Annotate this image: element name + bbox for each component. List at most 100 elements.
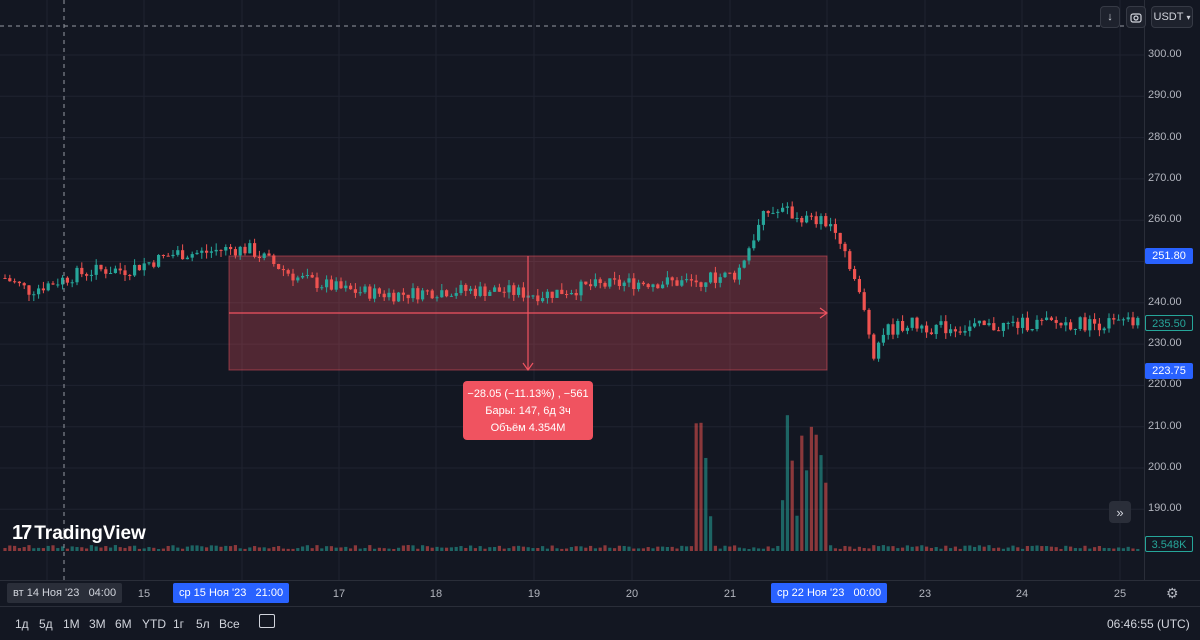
measure-arrow-right [819,307,829,319]
tradingview-logo[interactable]: 17 TradingView [12,522,146,545]
volume-bar [56,548,60,551]
candle-body [848,251,852,270]
screenshot-button[interactable] [1126,6,1146,28]
volume-bar [488,547,492,551]
volume-bar [694,423,698,551]
volume-bar [718,548,722,551]
volume-bar [545,548,549,551]
candle-body [277,264,281,270]
volume-bar [161,548,165,551]
candle-body [440,290,444,298]
volume-bar [1001,548,1005,551]
volume-bar [32,548,36,551]
candle-body [445,290,449,297]
settings-gear-icon[interactable]: ⚙ [1166,585,1179,601]
volume-bar [901,547,905,551]
volume-bar [363,548,367,551]
volume-bar [574,546,578,551]
volume-bar [848,546,852,551]
volume-bar [238,548,242,551]
candle-body [512,285,516,295]
candle-body [70,282,74,284]
candle-body [493,287,497,292]
volume-bar [517,545,521,551]
volume-bar [22,547,26,551]
range-button[interactable]: Все [219,617,240,631]
candle-body [757,224,761,241]
volume-bar [344,546,348,551]
candle-body [723,272,727,278]
candle-body [128,275,132,277]
volume-bar [483,548,487,551]
range-button[interactable]: 5д [39,617,53,631]
price-chart-canvas[interactable] [0,0,1144,580]
volume-bar [205,547,209,551]
candle-body [680,280,684,286]
logo-mark: 17 [12,522,32,544]
candle-body [829,224,833,227]
volume-bar [315,545,319,551]
candle-body [1112,318,1116,320]
clock-readout[interactable]: 06:46:55 (UTC) [1107,617,1190,631]
candle-body [382,293,386,298]
candle-body [608,278,612,287]
candle-body [963,330,967,333]
volume-bar [113,545,117,551]
candle-body [253,243,257,257]
candle-body [320,287,324,289]
volume-bar [589,545,593,551]
candle-body [1136,317,1140,326]
volume-bar [819,455,823,551]
volume-bar [137,548,141,551]
time-label: 24 [1015,588,1029,600]
volume-bar [953,546,957,551]
volume-bar [713,545,717,551]
volume-bar [320,548,324,551]
range-button[interactable]: 1г [173,617,185,631]
volume-bar [617,545,621,551]
currency-select[interactable]: USDT ▾ [1151,6,1193,28]
down-arrow-button[interactable]: ↓ [1100,6,1120,28]
volume-bar [1035,545,1039,551]
volume-bar [334,547,338,551]
volume-bar [656,546,660,551]
time-axis[interactable]: вт 14 Ноя '23 04:00 ср 15 Ноя '23 21:00 … [0,580,1200,607]
volume-bar [339,547,343,551]
candle-body [353,289,357,293]
volume-bar [469,545,473,551]
volume-bar [565,548,569,551]
volume-bar [526,547,530,551]
range-button[interactable]: 5л [196,617,210,631]
volume-bar [670,546,674,551]
volume-bar [853,548,857,551]
volume-bar [641,548,645,551]
volume-bar [800,435,804,551]
range-button[interactable]: YTD [142,617,166,631]
date-range-calendar-icon[interactable] [259,614,275,628]
range-button[interactable]: 3М [89,617,106,631]
volume-bar [291,548,295,551]
candle-body [147,262,151,264]
volume-bars [3,415,1140,551]
candle-body [550,291,554,298]
volume-bar [195,545,199,551]
volume-bar [1030,545,1034,551]
price-axis[interactable] [1144,0,1200,580]
candle-body [843,243,847,252]
range-button[interactable]: 1д [15,617,29,631]
candle-body [61,277,65,285]
candle-body [613,278,617,280]
volume-bar [632,548,636,551]
volume-bar [699,422,703,551]
scroll-to-realtime-button[interactable]: » [1109,501,1131,523]
candle-body [934,324,938,335]
range-button[interactable]: 1М [63,617,80,631]
volume-bar [123,547,127,551]
candle-body [1030,329,1034,331]
range-button[interactable]: 6М [115,617,132,631]
candle-body [685,279,689,281]
volume-bar [536,548,540,551]
volume-bar [910,546,914,551]
volume-bar [435,546,439,551]
price-axis-label: 270.00 [1148,171,1182,184]
